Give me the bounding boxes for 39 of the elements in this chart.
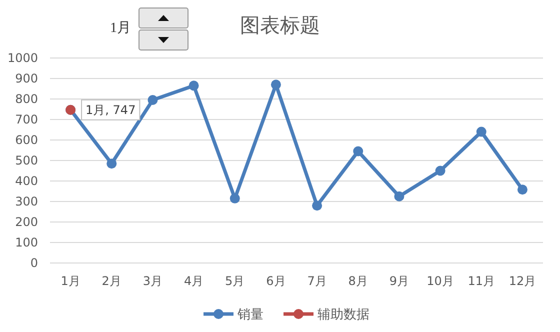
- y-tick-label: 200: [15, 215, 38, 229]
- y-tick-label: 500: [15, 154, 38, 168]
- x-tick-label: 11月: [468, 274, 496, 288]
- point: [106, 158, 117, 169]
- point: [353, 146, 364, 156]
- x-tick-label: 9月: [389, 274, 410, 288]
- point: [435, 166, 446, 176]
- y-tick-label: 400: [15, 174, 38, 188]
- text: 1月: [110, 21, 131, 36]
- x-tick-label: 1月: [60, 274, 80, 288]
- point: [148, 95, 158, 106]
- y-tick-label: 100: [15, 236, 38, 250]
- x-tick-label: 4月: [184, 274, 204, 288]
- y-tick-label: 800: [15, 92, 38, 106]
- x-tick-label: 5月: [225, 274, 245, 288]
- x-tick-label: 10月: [426, 274, 454, 288]
- legend-label: 销量: [236, 308, 264, 322]
- x-tick-label: 12月: [508, 274, 536, 288]
- y-tick-label: 1000: [7, 51, 38, 65]
- x-tick-label: 2月: [102, 274, 122, 288]
- y-tick-label: 0: [30, 256, 38, 270]
- y-tick-label: 600: [15, 133, 38, 147]
- point: [270, 80, 281, 90]
- point: [394, 191, 404, 202]
- point: [188, 80, 199, 91]
- chart-title: 图表标题: [240, 15, 320, 37]
- point: [230, 193, 240, 204]
- data-label: 1月, 747: [86, 102, 136, 117]
- legend-label: 辅助数据: [318, 308, 370, 322]
- x-tick-label: 3月: [142, 274, 163, 288]
- y-tick-label: 300: [15, 194, 38, 208]
- x-tick-label: 6月: [266, 274, 286, 288]
- y-tick-label: 700: [15, 112, 38, 126]
- point: [312, 200, 322, 211]
- point: [476, 126, 486, 137]
- point: [517, 184, 528, 195]
- x-tick-label: 8月: [348, 274, 368, 288]
- x-tick-label: 7月: [307, 274, 327, 288]
- y-tick-label: 900: [15, 72, 38, 86]
